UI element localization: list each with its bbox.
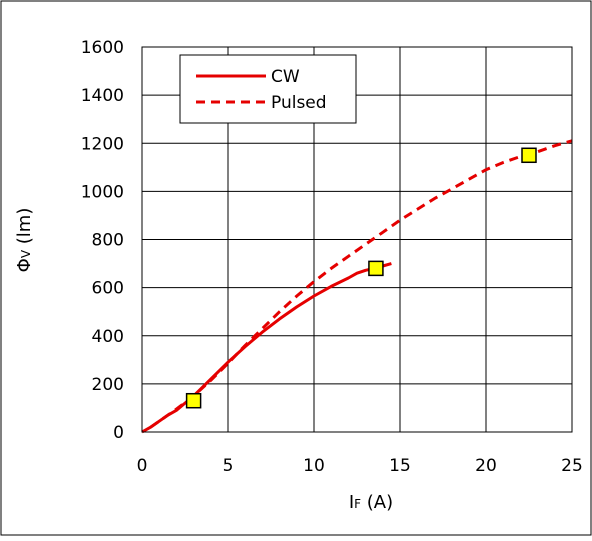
data-marker: [185, 392, 202, 409]
x-axis-label: IF (A): [349, 492, 393, 513]
y-tick-label: 800: [92, 231, 124, 251]
x-tick-labels: 0 5 10 15 20 25: [137, 456, 583, 476]
plot-area-border: [141, 46, 573, 433]
legend-label-pulsed: Pulsed: [271, 93, 327, 113]
y-tick-label: 1200: [81, 134, 124, 154]
x-tick-label: 15: [389, 456, 411, 476]
y-tick-label: 200: [92, 375, 124, 395]
data-marker: [368, 260, 384, 277]
y-tick-label: 400: [92, 327, 124, 347]
series-line-pulsed: [149, 139, 573, 429]
x-tick-label: 25: [561, 456, 583, 476]
data-marker: [521, 147, 537, 164]
y-tick-label: 0: [113, 423, 124, 443]
x-tick-label: 0: [137, 456, 148, 476]
y-tick-labels: 0 200 400 600 800 1000 1200 1400 1600: [81, 38, 124, 443]
x-tick-label: 10: [303, 456, 325, 476]
x-tick-label: 5: [223, 456, 234, 476]
y-axis-label: ΦV (lm): [14, 208, 35, 273]
x-tick-label: 20: [475, 456, 497, 476]
y-tick-label: 1600: [81, 38, 124, 58]
series-group: [141, 139, 573, 434]
y-tick-label: 600: [92, 279, 124, 299]
markers-group: [185, 147, 537, 409]
legend-box: [179, 54, 357, 124]
legend: CW Pulsed: [179, 54, 357, 124]
series-line-cw: [141, 262, 392, 434]
legend-label-cw: CW: [271, 67, 300, 87]
y-tick-label: 1400: [81, 86, 124, 106]
y-tick-label: 1000: [81, 182, 124, 202]
